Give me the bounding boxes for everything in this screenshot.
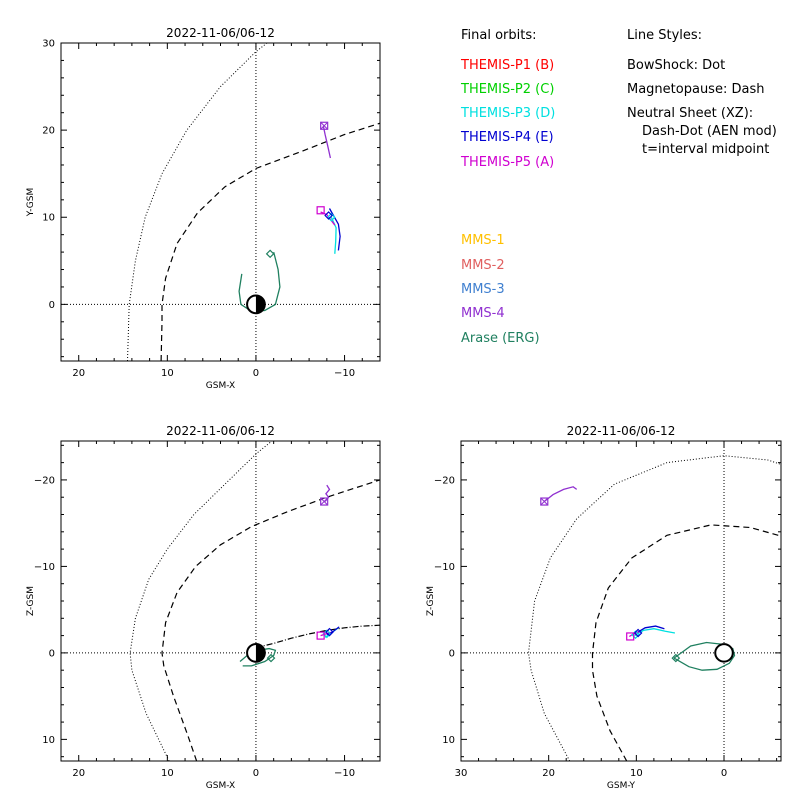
x-axis-label: GSM-Y [607,781,636,791]
orbit-erg [673,641,736,671]
chart-title: 2022-11-06/06-12 [166,424,275,438]
earth-night-side [255,295,265,314]
earth-circle [714,643,734,663]
legend-item-mms-2: MMS-2 [461,258,505,273]
plot-area [61,43,380,361]
y-tick-label: 10 [42,213,55,224]
x-tick-label: 10 [161,368,174,379]
plot-frame [60,440,381,762]
marker-cross-mms4 [320,497,329,506]
x-tick-label: 20 [72,768,85,779]
marker-diamond-erg [266,653,276,663]
line-style-interval: t=interval midpoint [642,142,770,157]
legend-item-mms-1: MMS-1 [461,233,505,248]
legend-item-themis-p4: THEMIS-P4 (E) [461,130,554,145]
marker-square-mms4 [540,497,549,506]
line-style-magnetopause: Magnetopause: Dash [627,82,765,97]
x-tick-label: 10 [630,768,643,779]
orbit-mms4 [322,125,332,159]
x-tick-label: 0 [721,768,727,779]
legend-item-themis-p2: THEMIS-P2 (C) [461,82,555,97]
marker-cross-mms4 [320,121,329,130]
line-style-neutral-sheet: Neutral Sheet (XZ): [627,106,754,121]
x-tick-label: 0 [253,768,259,779]
plot-area [61,441,380,761]
x-axis-label: GSM-X [206,781,235,791]
x-tick-label: −10 [334,768,355,779]
bowshock-line [127,43,268,361]
y-tick-label: 0 [49,648,55,659]
y-tick-label: 10 [442,735,455,746]
y-tick-label: 10 [42,735,55,746]
panel-xz: 20 10 0 −10 10 0 −10 −20 2022-11-06/06-12 GSM-X Z-… [26,424,381,791]
bowshock-line [129,441,273,761]
final-orbits-title: Final orbits: [461,28,537,43]
marker-diamond-erg [265,249,275,259]
y-tick-label: 0 [449,648,455,659]
neutral-sheet-line [255,624,380,649]
x-tick-label: 20 [542,768,555,779]
plot-area [461,441,781,761]
x-axis-label: GSM-X [206,381,235,391]
orbit-p4 [326,626,340,636]
y-axis-label: Z-GSM [26,586,36,616]
x-tick-label: 10 [161,768,174,779]
x-tick-label: −10 [334,368,355,379]
marker-square-mms4 [320,121,329,130]
x-tick-label: 20 [72,368,85,379]
marker-diamond-p4 [325,627,334,637]
marker-diamond-p3 [326,212,336,222]
chart-title: 2022-11-06/06-12 [567,424,676,438]
y-tick-label: −10 [34,562,55,573]
line-styles-title: Line Styles: [627,28,703,43]
magnetopause-line [591,524,781,761]
orbit-p3 [330,216,337,254]
marker-diamond-p4 [633,628,643,638]
legend-item-themis-p1: THEMIS-P1 (B) [461,58,555,73]
legend-item-themis-p3: THEMIS-P3 (D) [461,106,556,121]
marker-square-p5 [316,206,325,215]
y-tick-label: −20 [34,475,55,486]
x-tick-label: 30 [455,768,468,779]
legend-item-arase: Arase (ERG) [461,331,540,346]
marker-square-p5 [316,631,325,640]
y-tick-label: 20 [42,126,55,137]
marker-diamond-erg [671,653,681,663]
y-tick-label: 0 [49,300,55,311]
earth-night-side [255,644,265,662]
legend-item-mms-3: MMS-3 [461,282,505,297]
panel-xy: 20 10 0 −10 0 10 20 30 2022-11-06/06-12 GSM-X Y-GS… [26,26,381,391]
plot-frame [460,440,782,762]
legend-item-mms-4: MMS-4 [461,306,505,321]
y-tick-label: −10 [434,562,455,573]
bowshock-line [527,455,781,761]
marker-square-mms4 [320,497,329,506]
orbit-mms4 [543,486,578,503]
line-style-bowshock: BowShock: Dot [627,58,726,73]
y-tick-label: 30 [42,39,55,50]
marker-square-p5 [626,632,635,641]
line-style-dash-dot: Dash-Dot (AEN mod) [642,124,777,139]
magnetopause-line [161,479,380,761]
orbit-erg [238,251,281,312]
x-tick-label: 0 [253,368,259,379]
magnetopause-line [160,122,380,361]
orbit-p4 [635,625,665,634]
y-axis-label: Z-GSM [426,586,436,616]
marker-diamond-p4 [324,211,333,220]
y-axis-label: Y-GSM [26,188,36,217]
marker-cross-mms4 [540,497,549,506]
panel-yz: 30 20 10 0 10 0 −10 −20 2022-11-06/06-12 GSM-Y Z-G… [426,424,782,791]
y-tick-label: −20 [434,475,455,486]
legend-item-themis-p5: THEMIS-P5 (A) [461,155,555,170]
chart-title: 2022-11-06/06-12 [166,26,275,40]
plot-frame [60,42,381,362]
